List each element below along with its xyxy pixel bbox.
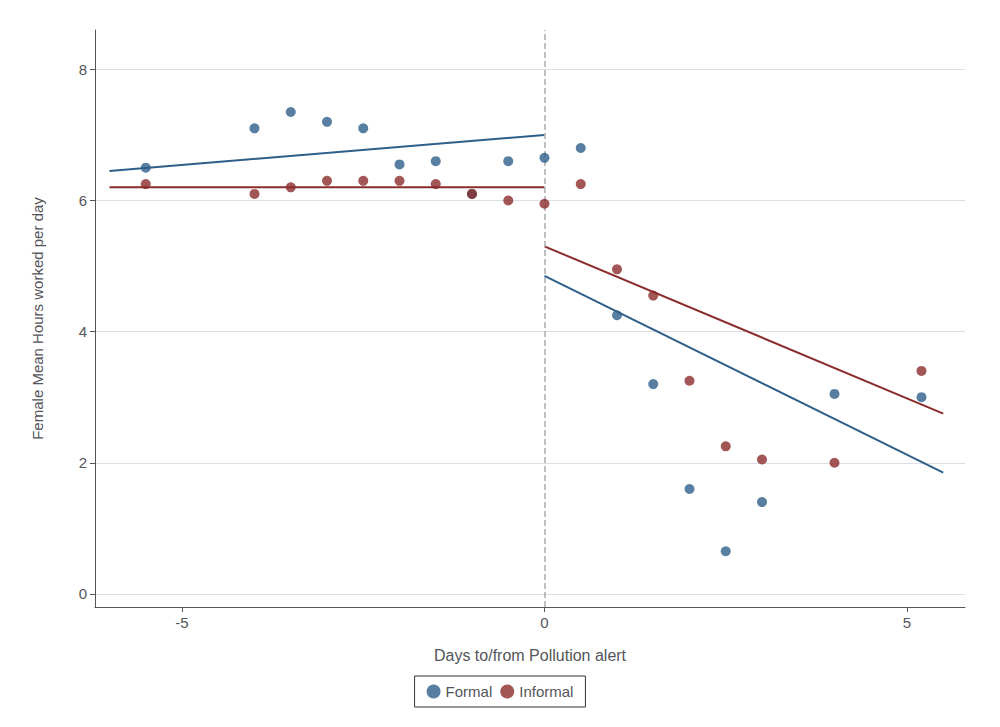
- svg-text:Female Mean Hours worked per d: Female Mean Hours worked per day: [29, 197, 46, 440]
- svg-text:0: 0: [79, 585, 87, 602]
- svg-text:Days to/from Pollution alert: Days to/from Pollution alert: [434, 647, 627, 664]
- svg-text:8: 8: [79, 61, 87, 78]
- svg-text:5: 5: [903, 614, 911, 631]
- svg-text:Informal: Informal: [519, 683, 573, 700]
- svg-text:6: 6: [79, 192, 87, 209]
- svg-text:4: 4: [79, 323, 87, 340]
- svg-text:0: 0: [540, 614, 548, 631]
- svg-text:Formal: Formal: [446, 683, 493, 700]
- svg-text:-5: -5: [175, 614, 188, 631]
- svg-text:2: 2: [79, 454, 87, 471]
